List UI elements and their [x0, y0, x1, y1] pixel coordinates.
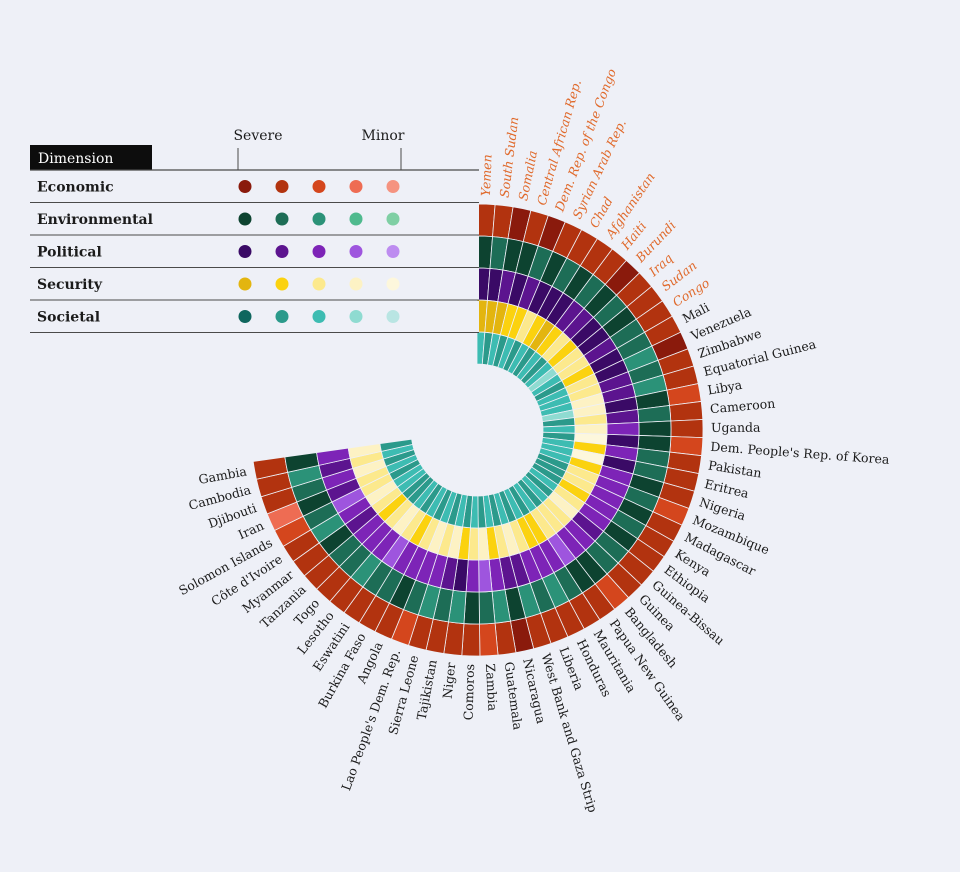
legend-row-label-societal: Societal	[37, 310, 100, 326]
legend-dot-political-3	[312, 245, 326, 258]
country-label-cameroon: Cameroon	[709, 396, 775, 417]
legend-dot-environmental-2	[275, 212, 289, 226]
legend-dot-economic-3	[312, 180, 326, 193]
legend-dot-environmental-4	[349, 212, 363, 226]
legend-row-label-economic: Economic	[37, 180, 114, 196]
cell-uganda-security	[574, 423, 608, 435]
legend-dot-economic-1	[238, 180, 252, 193]
legend-row-bg-security	[30, 268, 479, 300]
country-label-libya: Libya	[706, 377, 743, 398]
legend-row-bg-political	[30, 236, 479, 267]
cell-gambia-societal	[379, 438, 414, 452]
country-label-niger: Niger	[440, 662, 459, 700]
legend-dot-societal-3	[312, 310, 326, 323]
heatmap-rings	[252, 203, 704, 657]
legend-dot-economic-5	[386, 180, 400, 193]
legend-minor-label: Minor	[362, 128, 405, 144]
legend-severe-label: Severe	[233, 128, 282, 144]
cell-comoros-environmental	[463, 591, 480, 625]
legend-dot-security-3	[312, 277, 326, 291]
legend-dot-political-2	[275, 245, 289, 258]
cell-zambia-environmental	[478, 590, 496, 625]
legend-row-label-environmental: Environmental	[37, 212, 153, 228]
cell-uganda-political	[606, 422, 640, 436]
legend-dot-environmental-1	[238, 212, 252, 226]
country-label-comoros: Comoros	[461, 664, 478, 721]
legend-dot-security-2	[275, 277, 289, 291]
legend-table: Dimension Severe Minor Economic Environme…	[30, 128, 479, 333]
legend-dot-societal-5	[386, 310, 400, 323]
legend-dot-political-1	[238, 245, 252, 258]
country-label-yemen: Yemen	[478, 154, 495, 196]
cell-yemen-economic	[476, 203, 496, 238]
country-label-uganda: Uganda	[711, 420, 761, 435]
legend-row-bg-societal	[30, 301, 479, 332]
legend-row-bg-economic	[30, 171, 479, 202]
legend-dot-societal-2	[275, 310, 289, 323]
legend-dot-economic-4	[349, 180, 363, 193]
cell-zambia-economic	[479, 622, 499, 657]
legend-dot-security-5	[386, 277, 400, 291]
country-label-pakistan: Pakistan	[707, 457, 762, 480]
legend-header-text: Dimension	[38, 151, 113, 167]
legend-dot-security-1	[238, 277, 252, 291]
cell-uganda-environmental	[638, 420, 672, 437]
legend-dot-societal-1	[238, 310, 252, 323]
legend-row-label-political: Political	[37, 245, 102, 261]
legend-dot-environmental-5	[386, 212, 400, 226]
legend-dot-political-4	[349, 245, 363, 258]
cell-uganda-economic	[670, 419, 704, 439]
legend-header-bg	[30, 145, 152, 170]
legend-dot-political-5	[386, 245, 400, 258]
legend-row-label-security: Security	[37, 277, 103, 293]
legend-rows: Economic Environmental Political Security So…	[30, 171, 479, 333]
legend-row-bg-environmental	[30, 203, 479, 235]
cell-comoros-economic	[461, 623, 481, 657]
legend-dot-economic-2	[275, 180, 289, 193]
legend-dot-environmental-3	[312, 212, 326, 226]
country-label-zambia: Zambia	[483, 663, 501, 712]
legend-dot-security-4	[349, 277, 363, 291]
legend-dot-societal-4	[349, 310, 363, 323]
country-label-guatemala: Guatemala	[502, 661, 526, 732]
